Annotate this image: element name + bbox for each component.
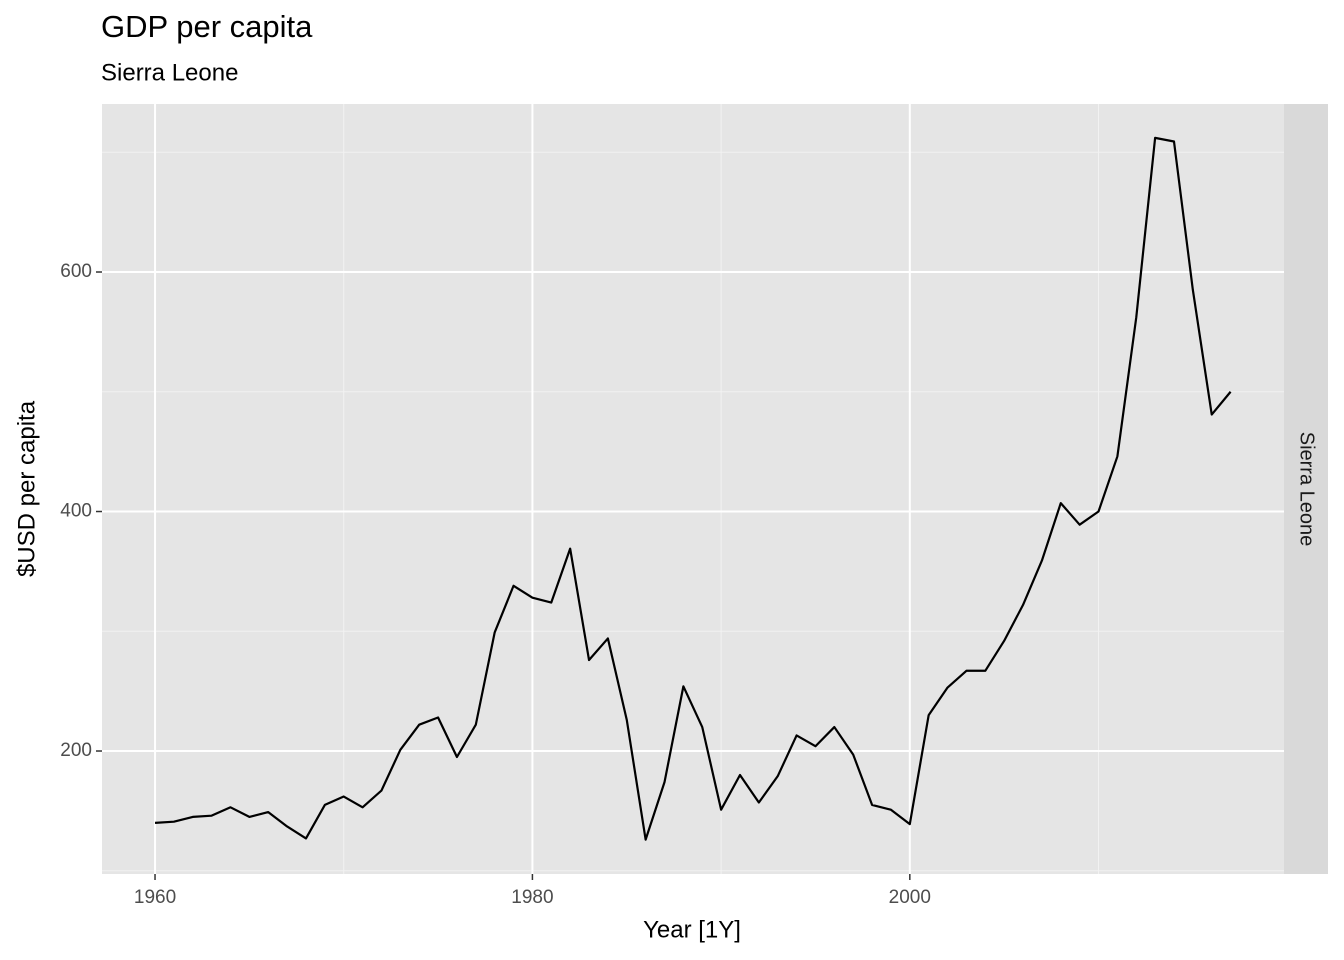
- facet-label: Sierra Leone: [1296, 432, 1318, 547]
- x-axis-label: Year [1Y]: [643, 916, 741, 943]
- chart-subtitle: Sierra Leone: [101, 59, 238, 86]
- x-tick-label: 1960: [134, 887, 176, 908]
- y-tick-label: 200: [60, 740, 92, 761]
- y-axis-label: $USD per capita: [13, 400, 40, 577]
- panel: [102, 104, 1284, 874]
- chart-title: GDP per capita: [101, 9, 313, 44]
- x-tick-label: 1980: [511, 887, 553, 908]
- y-tick-label: 400: [60, 501, 92, 522]
- x-tick-label: 2000: [889, 887, 931, 908]
- line-series: [154, 136, 1232, 841]
- facet-strip: [1284, 104, 1328, 874]
- y-tick-label: 600: [60, 261, 92, 282]
